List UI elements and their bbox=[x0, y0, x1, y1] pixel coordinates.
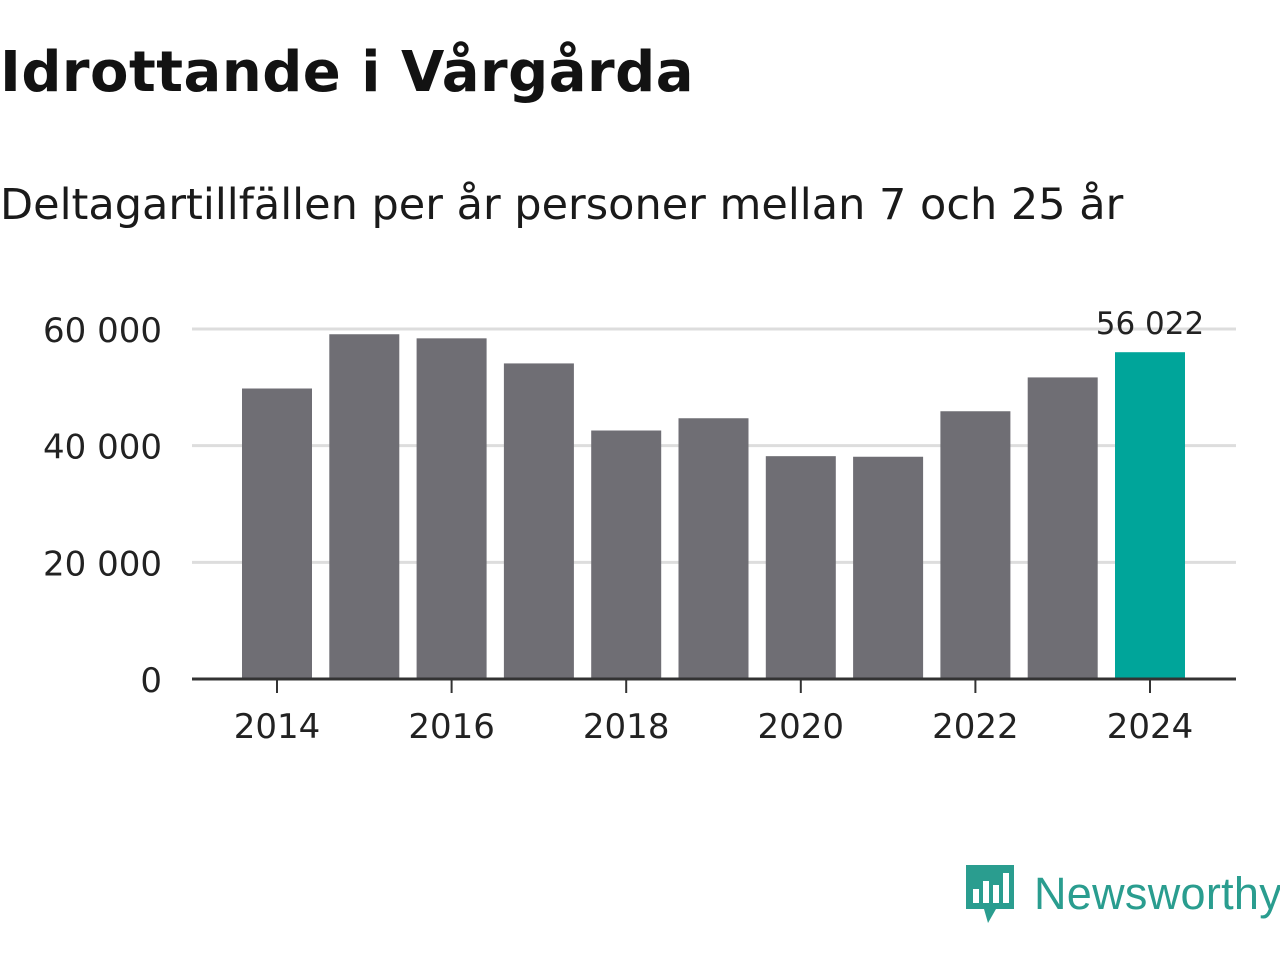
bar bbox=[329, 334, 400, 679]
bar bbox=[591, 430, 662, 679]
bar-highlight bbox=[1115, 352, 1185, 679]
newsworthy-logo-icon bbox=[966, 865, 1014, 923]
newsworthy-brand: Newsworthy bbox=[964, 862, 1280, 926]
x-tick-label: 2024 bbox=[1107, 707, 1194, 747]
y-tick-label: 0 bbox=[140, 661, 162, 701]
bar bbox=[1027, 377, 1098, 679]
bar bbox=[940, 411, 1011, 679]
bars bbox=[242, 334, 1185, 679]
brand-name: Newsworthy bbox=[1034, 868, 1280, 919]
x-axis-labels: 2014 2016 2018 2020 2022 2024 bbox=[234, 707, 1194, 747]
bar bbox=[416, 338, 487, 679]
x-tick-label: 2020 bbox=[758, 707, 845, 747]
y-tick-label: 20 000 bbox=[43, 544, 162, 584]
bar bbox=[678, 418, 749, 679]
y-axis-labels: 0 20 000 40 000 60 000 bbox=[43, 311, 162, 701]
bar bbox=[242, 388, 312, 679]
y-tick-label: 60 000 bbox=[43, 311, 162, 351]
x-tick-label: 2018 bbox=[583, 707, 670, 747]
x-axis bbox=[192, 677, 1236, 693]
bar bbox=[503, 363, 574, 679]
x-tick-label: 2022 bbox=[932, 707, 1019, 747]
chart-subtitle: Deltagartillfällen per år personer mella… bbox=[0, 180, 1124, 230]
bar bbox=[765, 456, 836, 679]
y-tick-label: 40 000 bbox=[43, 428, 162, 468]
x-tick-label: 2014 bbox=[234, 707, 321, 747]
chart-title: Idrottande i Vårgårda bbox=[0, 40, 695, 105]
data-label: 56 022 bbox=[1096, 306, 1204, 342]
bar bbox=[853, 456, 924, 679]
x-tick-label: 2016 bbox=[408, 707, 495, 747]
annotations: 56 022 bbox=[1096, 306, 1204, 342]
